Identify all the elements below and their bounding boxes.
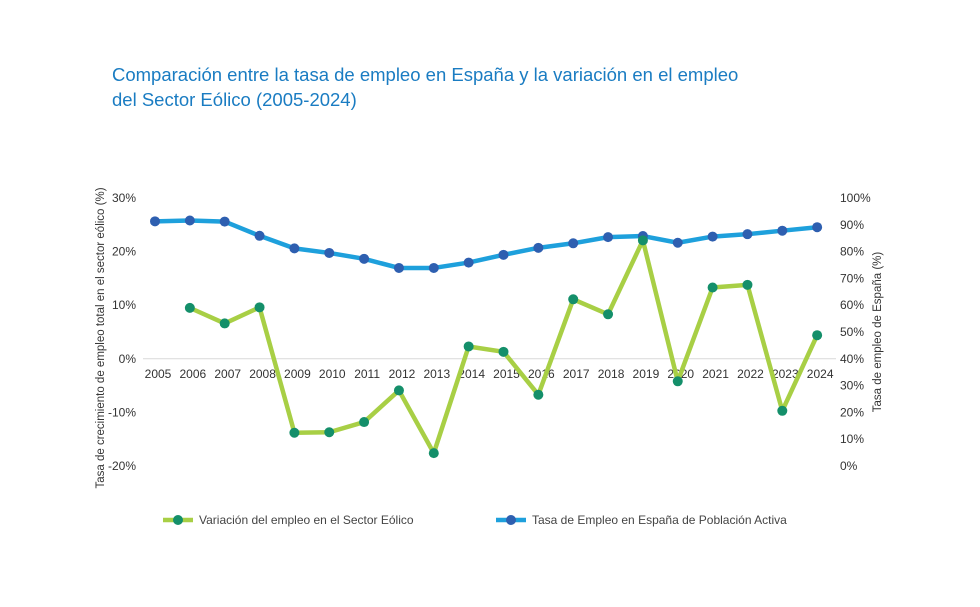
series-2-point [184,215,195,226]
right-tick-label: 60% [840,298,864,312]
x-tick-label: 2015 [493,367,520,381]
series-2-point [498,249,509,260]
x-tick-label: 2013 [423,367,450,381]
x-tick-label: 2007 [214,367,241,381]
series-2 [150,215,823,273]
legend: Variación del empleo en el Sector Eólico… [163,513,787,527]
x-tick-label: 2017 [563,367,590,381]
legend-marker-swatch [173,515,183,525]
right-tick-label: 10% [840,432,864,446]
series-1-point [184,302,195,313]
series-1-point [289,427,300,438]
series-2-point [603,232,614,243]
right-tick-label: 100% [840,191,871,205]
left-tick-label: 10% [112,298,136,312]
series-2-point [393,262,404,273]
legend-label: Tasa de Empleo en España de Población Ac… [532,513,787,527]
x-tick-label: 2012 [389,367,416,381]
series-2-line [152,218,820,271]
series-1-point [498,346,509,357]
series-1-point [707,282,718,293]
x-tick-label: 2011 [354,367,380,381]
series-1-point [568,294,579,305]
x-tick-label: 2005 [145,367,172,381]
x-tick-label: 2006 [179,367,206,381]
series-2-point [324,247,335,258]
series-2-point [533,242,544,253]
series-1-point [393,385,404,396]
series-1-point [672,376,683,387]
series-2-point [463,257,474,268]
right-axis-label: Tasa de empleo de España (%) [872,252,884,413]
series-1-point [254,302,265,313]
series-2-point [568,238,579,249]
series-1-point [324,427,335,438]
legend-marker-swatch [506,515,516,525]
x-tick-label: 2019 [633,367,660,381]
series-1-point [812,330,823,341]
x-tick-label: 2010 [319,367,346,381]
series-1 [184,235,823,459]
right-tick-label: 90% [840,218,864,232]
series-1-point [533,389,544,400]
series-1-point [742,279,753,290]
left-tick-label: 30% [112,191,136,205]
series-2-point [742,229,753,240]
right-tick-label: 20% [840,405,864,419]
series-2-point [359,253,370,264]
x-tick-label: 2018 [598,367,625,381]
right-tick-label: 80% [840,245,864,259]
right-tick-label: 0% [840,459,858,473]
left-tick-label: 20% [112,245,136,259]
x-tick-label: 2016 [528,367,555,381]
right-tick-label: 50% [840,325,864,339]
left-tick-label: 0% [119,352,137,366]
series-1-point [637,235,648,246]
x-tick-label: 2022 [737,367,764,381]
left-tick-label: -20% [108,459,136,473]
x-tick-label: 2014 [458,367,485,381]
legend-item-1: Variación del empleo en el Sector Eólico [163,513,414,527]
series-1-point [777,405,788,416]
series-2-point [254,230,265,241]
chart-title: Comparación entre la tasa de empleo en E… [112,62,832,112]
x-tick-label: 2024 [807,367,834,381]
right-tick-label: 70% [840,271,864,285]
series-1-point [463,341,474,352]
chart-title-line-2: del Sector Eólico (2005-2024) [112,89,357,110]
series-1-line [187,238,820,456]
series-1-point [219,318,230,329]
left-tick-label: -10% [108,405,136,419]
legend-label: Variación del empleo en el Sector Eólico [199,513,414,527]
series-2-point [707,231,718,242]
right-tick-label: 30% [840,379,864,393]
x-tick-label: 2023 [772,367,799,381]
series-1-point [359,417,370,428]
legend-item-2: Tasa de Empleo en España de Población Ac… [496,513,787,527]
chart-title-line-1: Comparación entre la tasa de empleo en E… [112,64,739,85]
series-2-point [672,237,683,248]
series-2-point [777,225,788,236]
series-2-point [812,222,823,233]
series-2-point [289,243,300,254]
x-tick-label: 2021 [702,367,729,381]
series-2-point [428,262,439,273]
series-1-point [428,448,439,459]
series-1-point [603,309,614,320]
series-2-point [219,216,230,227]
x-tick-label: 2008 [249,367,276,381]
x-tick-label: 2009 [284,367,311,381]
series-2-point [150,216,160,227]
left-axis-label: Tasa de crecimiento de empleo total en e… [95,187,107,488]
right-tick-label: 40% [840,352,864,366]
